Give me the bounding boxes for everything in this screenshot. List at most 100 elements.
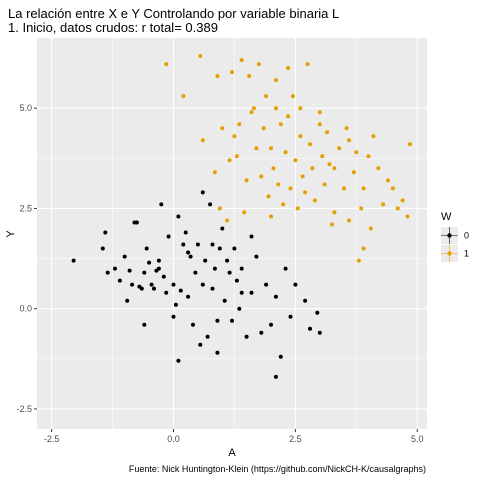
point-w0-0 xyxy=(71,258,76,263)
point-w1-52 xyxy=(354,150,359,155)
point-w1-27 xyxy=(283,150,288,155)
chart-subtitle: 1. Inicio, datos crudos: r total= 0.389 xyxy=(8,20,218,35)
point-w0-49 xyxy=(230,318,234,323)
point-w0-21 xyxy=(159,202,164,207)
point-w0-7 xyxy=(125,298,130,303)
point-w1-67 xyxy=(212,170,217,175)
point-w0-54 xyxy=(244,334,249,339)
point-w1-64 xyxy=(405,214,410,219)
point-w1-25 xyxy=(278,122,283,127)
point-w1-38 xyxy=(310,166,315,171)
point-w0-18 xyxy=(152,286,156,291)
point-w1-3 xyxy=(198,54,203,58)
point-w1-59 xyxy=(376,166,381,171)
point-w0-31 xyxy=(186,294,191,299)
point-w0-41 xyxy=(210,286,215,291)
axes: -2.5 0.0 2.5 5.0 -2.5 0.0 2.5 5.0 xyxy=(16,103,423,444)
point-w1-32 xyxy=(295,206,300,211)
point-w0-2 xyxy=(103,230,108,235)
point-w0-13 xyxy=(139,286,144,291)
point-w0-34 xyxy=(193,270,198,275)
legend: W 0 1 xyxy=(441,211,469,262)
point-w1-37 xyxy=(308,142,312,147)
point-w1-30 xyxy=(290,94,295,99)
y-axis-title: Y xyxy=(5,230,17,238)
point-w1-72 xyxy=(361,246,366,251)
point-w0-3 xyxy=(105,270,110,275)
point-w1-44 xyxy=(327,162,332,167)
point-w0-27 xyxy=(176,214,181,219)
legend-label-1: 1 xyxy=(464,249,469,259)
point-w1-40 xyxy=(317,122,322,127)
point-w1-68 xyxy=(232,134,237,139)
point-w0-22 xyxy=(161,274,166,279)
point-w1-21 xyxy=(269,146,273,151)
point-w1-4 xyxy=(215,74,220,79)
point-w1-73 xyxy=(390,186,395,191)
point-w1-15 xyxy=(254,146,259,151)
point-w1-47 xyxy=(337,146,342,151)
point-w1-65 xyxy=(407,142,412,147)
point-w1-63 xyxy=(400,198,405,203)
point-w1-20 xyxy=(266,194,271,199)
point-w0-26 xyxy=(173,302,178,307)
point-w0-65 xyxy=(303,298,308,303)
point-w0-76 xyxy=(186,250,191,255)
point-w0-56 xyxy=(254,254,259,259)
point-w1-9 xyxy=(234,154,239,159)
point-w1-76 xyxy=(227,158,232,163)
point-w1-28 xyxy=(286,114,291,119)
point-w1-36 xyxy=(305,62,310,67)
point-w0-51 xyxy=(234,278,239,283)
legend-label-0: 0 xyxy=(464,231,469,241)
point-w1-0 xyxy=(164,62,169,67)
point-w0-23 xyxy=(164,290,169,295)
point-w0-5 xyxy=(117,278,122,283)
point-w0-15 xyxy=(144,246,149,251)
point-w0-75 xyxy=(273,374,278,379)
point-w0-73 xyxy=(210,242,215,247)
legend-key-0-dot xyxy=(447,233,452,238)
point-w0-39 xyxy=(205,334,210,339)
point-w1-69 xyxy=(269,214,273,219)
point-w0-25 xyxy=(171,314,176,319)
point-w1-13 xyxy=(247,74,252,79)
point-w0-28 xyxy=(178,288,183,293)
point-w1-78 xyxy=(273,78,278,83)
point-w0-44 xyxy=(217,246,222,251)
point-w0-36 xyxy=(198,342,203,347)
point-w1-45 xyxy=(329,222,334,227)
point-w1-5 xyxy=(217,206,222,211)
point-w1-17 xyxy=(259,174,264,179)
point-w0-69 xyxy=(142,322,147,327)
point-w1-43 xyxy=(325,130,330,135)
point-w1-49 xyxy=(344,126,349,131)
point-w0-66 xyxy=(308,326,312,331)
point-w0-6 xyxy=(122,254,127,259)
point-w0-37 xyxy=(200,282,205,287)
point-w1-18 xyxy=(261,126,266,131)
point-w1-53 xyxy=(356,258,361,263)
x-tick-label-1: 0.0 xyxy=(167,434,180,444)
point-w0-78 xyxy=(249,234,254,239)
point-w1-22 xyxy=(271,166,276,171)
point-w1-75 xyxy=(286,66,291,71)
point-w0-71 xyxy=(176,358,181,363)
point-w0-61 xyxy=(278,354,283,359)
point-w1-66 xyxy=(242,210,247,215)
point-w1-12 xyxy=(244,178,249,183)
point-w0-55 xyxy=(249,290,254,295)
point-w1-57 xyxy=(368,226,373,231)
legend-title: W xyxy=(441,211,452,223)
point-w0-68 xyxy=(317,330,322,335)
point-w1-14 xyxy=(249,110,254,115)
point-w0-62 xyxy=(283,266,288,271)
point-w0-45 xyxy=(220,226,225,231)
point-w1-51 xyxy=(351,170,356,175)
y-tick-label-3: 5.0 xyxy=(19,103,32,113)
point-w1-56 xyxy=(366,154,371,159)
point-w1-8 xyxy=(230,70,234,75)
point-w1-7 xyxy=(225,218,230,223)
plot-panel xyxy=(37,38,427,429)
point-w1-50 xyxy=(347,218,351,223)
